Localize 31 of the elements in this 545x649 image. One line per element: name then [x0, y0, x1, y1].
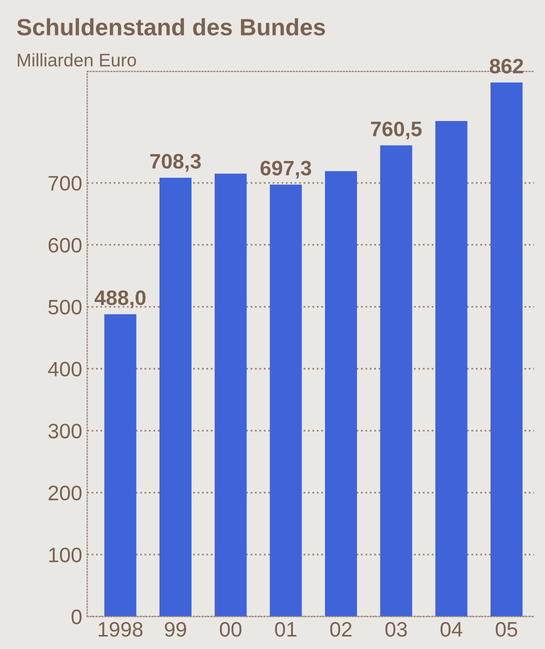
bar [435, 120, 468, 617]
bar [104, 314, 136, 617]
y-axis-title: Milliarden Euro [18, 53, 136, 66]
y-tick-label: 500 [48, 300, 82, 315]
x-tick-label: 1998 [98, 622, 143, 637]
y-tick-label: 200 [48, 486, 82, 500]
bar [159, 178, 192, 617]
x-tick-label: 02 [330, 622, 352, 637]
x-tick-label: 03 [385, 622, 407, 637]
x-tick-label: 05 [496, 622, 518, 637]
bar [380, 145, 412, 617]
data-label: 708,3 [150, 154, 201, 172]
x-tick-label: 01 [275, 622, 296, 637]
y-tick-label: 100 [49, 548, 82, 562]
chart-title: Schuldenstand des Bundes [17, 18, 325, 36]
data-label: 862 [490, 58, 524, 74]
x-tick-label: 99 [164, 622, 186, 637]
y-tick-label: 700 [48, 176, 82, 191]
bar [324, 171, 357, 617]
bar [490, 82, 523, 617]
data-label: 760,5 [371, 122, 422, 140]
data-label: 697,3 [260, 160, 312, 179]
y-tick-label: 400 [48, 362, 82, 377]
y-tick-label: 0 [72, 610, 82, 624]
y-tick-label: 300 [48, 424, 82, 438]
x-tick-label: 00 [220, 622, 242, 637]
data-label: 488,0 [94, 290, 146, 308]
bar [270, 184, 302, 617]
y-tick-label: 600 [48, 238, 82, 253]
bar [214, 174, 247, 617]
x-tick-label: 04 [440, 622, 462, 637]
